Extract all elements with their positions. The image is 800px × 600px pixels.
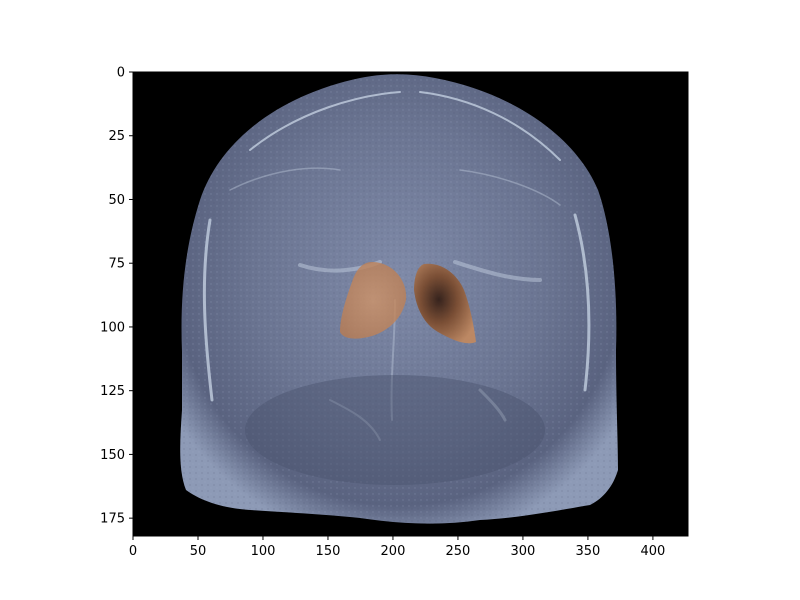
x-tick-label: 100 [251,544,276,559]
x-tick-label: 350 [576,544,601,559]
y-tick-label: 25 [108,129,125,144]
axes-frame [132,71,689,537]
y-tick-label: 100 [100,320,125,335]
x-tick-label: 150 [316,544,341,559]
x-tick-label: 0 [129,544,137,559]
x-tick-label: 250 [446,544,471,559]
y-tick-label: 0 [117,66,125,81]
x-axis: 0 50 100 150 200 250 300 350 400 [129,536,665,559]
y-tick-label: 125 [100,384,125,399]
image-axes [132,71,689,537]
y-axis: 0 25 50 75 100 125 150 175 [100,66,133,527]
y-tick-label: 175 [100,512,125,527]
lower-region [245,375,545,485]
y-tick-label: 150 [100,448,125,463]
x-tick-label: 50 [190,544,207,559]
x-tick-label: 200 [381,544,406,559]
y-tick-label: 50 [108,193,125,208]
overlay-right-region [414,263,476,344]
x-tick-label: 400 [640,544,665,559]
y-tick-label: 75 [108,257,125,272]
x-tick-label: 300 [511,544,536,559]
overlay-left-region [340,262,407,339]
